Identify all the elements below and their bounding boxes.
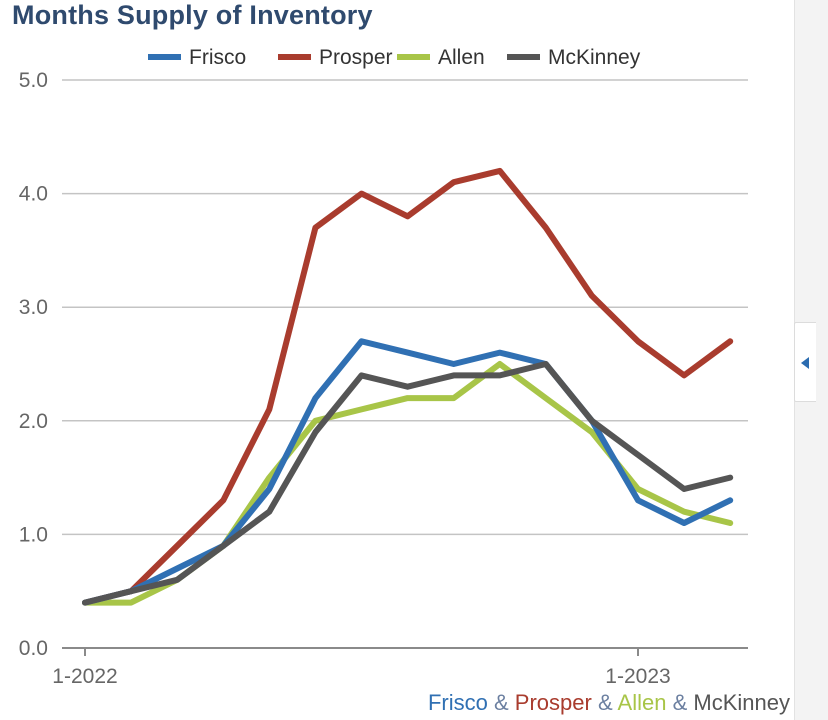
chart-title: Months Supply of Inventory [12,0,373,30]
caption-series-prosper: Prosper [514,690,592,715]
legend-label-mckinney: McKinney [548,46,641,69]
series-lines [82,167,734,606]
series-line-prosper [82,167,734,606]
legend-label-prosper: Prosper [319,46,393,69]
caption-separator: & [597,690,613,715]
legend-label-allen: Allen [438,46,485,69]
legend: Frisco Prosper Allen McKinney [148,46,641,69]
caption-series-allen: Allen [617,690,667,715]
line-chart: 0.0 1.0 2.0 3.0 4.0 5.0 1-2022 1-2023 Frisco Pro… [19,46,748,688]
series-line-frisco [82,338,734,606]
series-line-mckinney [82,361,734,606]
y-tick-label: 5.0 [19,69,48,92]
gridlines [62,79,748,649]
x-tick-label: 1-2022 [52,665,117,688]
y-tick-label: 0.0 [19,637,48,660]
caption-series-mckinney: McKinney [693,690,790,715]
x-tick-label: 1-2023 [605,665,670,688]
y-tick-label: 3.0 [19,296,48,319]
series-caption: Frisco & Prosper & Allen & McKinney [428,690,790,716]
caption-separator: & [493,690,509,715]
chevron-left-icon [801,357,809,369]
collapse-panel-button[interactable] [794,322,816,402]
legend-label-frisco: Frisco [189,46,246,69]
caption-separator: & [672,690,688,715]
axes: 0.0 1.0 2.0 3.0 4.0 5.0 1-2022 1-2023 [19,69,671,688]
caption-series-frisco: Frisco [427,690,488,715]
y-tick-label: 4.0 [19,183,48,206]
y-tick-label: 2.0 [19,410,48,433]
y-tick-label: 1.0 [19,523,48,546]
